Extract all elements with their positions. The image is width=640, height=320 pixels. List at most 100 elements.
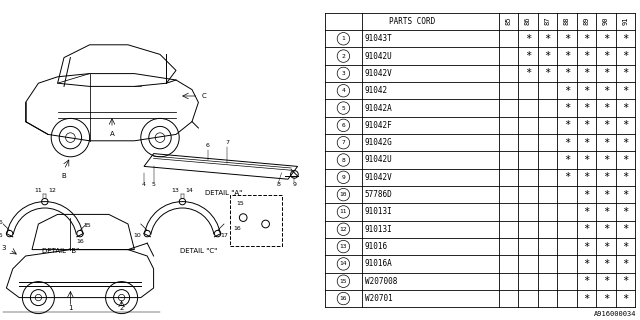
Text: 3: 3 [2,244,6,251]
Text: *: * [603,155,609,165]
Text: *: * [583,103,589,113]
Text: 12: 12 [340,227,347,232]
Text: 91042V: 91042V [365,173,392,182]
Text: *: * [525,34,531,44]
Text: 91042U: 91042U [365,52,392,60]
Text: 1: 1 [342,36,346,41]
Text: *: * [583,34,589,44]
Text: *: * [603,51,609,61]
Text: *: * [603,242,609,252]
Text: *: * [622,120,628,130]
Text: *: * [564,138,570,148]
Text: *: * [622,224,628,234]
Text: *: * [603,276,609,286]
Text: 7: 7 [342,140,346,145]
Text: 91042G: 91042G [365,138,392,147]
Text: *: * [564,68,570,78]
Text: 91013I: 91013I [365,207,392,216]
Text: *: * [583,242,589,252]
Text: 10: 10 [340,192,347,197]
Text: DETAIL "C": DETAIL "C" [180,248,217,254]
Text: *: * [622,68,628,78]
Text: 91042A: 91042A [365,104,392,113]
Text: *: * [622,190,628,200]
Text: *: * [564,120,570,130]
Text: *: * [564,34,570,44]
Text: *: * [603,224,609,234]
Text: *: * [544,51,550,61]
Text: 90: 90 [603,16,609,25]
Text: *: * [583,120,589,130]
Text: *: * [564,155,570,165]
Text: 11: 11 [340,210,347,214]
Text: *: * [622,155,628,165]
Text: *: * [603,120,609,130]
Text: 9: 9 [292,181,296,187]
Text: 5: 5 [152,181,156,187]
Text: *: * [544,68,550,78]
Text: 17: 17 [221,233,228,238]
Text: *: * [583,190,589,200]
Text: *: * [525,68,531,78]
Text: 91: 91 [623,16,628,25]
Text: *: * [564,103,570,113]
Text: 15: 15 [83,223,91,228]
Text: 16: 16 [76,239,84,244]
Text: *: * [622,51,628,61]
Text: 57786D: 57786D [365,190,392,199]
Text: *: * [622,103,628,113]
Bar [230,195,282,246]
Text: *: * [603,259,609,269]
Text: W20701: W20701 [365,294,392,303]
Text: *: * [544,34,550,44]
Text: 14: 14 [340,261,347,267]
Text: *: * [583,86,589,96]
Text: *: * [622,242,628,252]
Text: DETAIL "B": DETAIL "B" [42,248,79,254]
Text: B: B [61,173,67,179]
Text: 91042V: 91042V [365,69,392,78]
Text: 88: 88 [564,16,570,25]
Text: *: * [583,259,589,269]
Text: *: * [622,172,628,182]
Text: *: * [583,293,589,304]
Text: 14: 14 [186,188,193,193]
Text: *: * [622,86,628,96]
Text: 91042F: 91042F [365,121,392,130]
Text: *: * [603,138,609,148]
Text: *: * [622,259,628,269]
Text: 87: 87 [545,16,550,25]
Text: *: * [603,34,609,44]
Text: 91016A: 91016A [365,260,392,268]
Text: *: * [583,51,589,61]
Text: 15: 15 [0,233,3,238]
Text: 91042U: 91042U [365,156,392,164]
Text: 91016: 91016 [365,242,388,251]
Text: 6: 6 [342,123,346,128]
Text: DETAIL "A": DETAIL "A" [205,190,243,196]
Text: 6: 6 [206,143,210,148]
Text: *: * [603,68,609,78]
Text: 5: 5 [342,106,346,110]
Text: C: C [202,93,206,99]
Text: A: A [109,131,115,137]
Text: 86: 86 [525,16,531,25]
Text: 4: 4 [342,88,346,93]
Text: 13: 13 [172,188,179,193]
Text: 7: 7 [225,140,229,145]
Text: *: * [603,190,609,200]
Text: 10: 10 [133,233,141,238]
Text: A916000034: A916000034 [595,311,637,317]
Text: 11: 11 [34,188,42,193]
Text: *: * [525,51,531,61]
Text: W207008: W207008 [365,277,397,286]
Text: *: * [622,138,628,148]
Text: *: * [583,172,589,182]
Text: 8: 8 [276,181,280,187]
Text: 1: 1 [68,305,73,311]
Text: *: * [583,155,589,165]
Text: 91042: 91042 [365,86,388,95]
Text: *: * [622,293,628,304]
Text: *: * [583,207,589,217]
Text: *: * [583,68,589,78]
